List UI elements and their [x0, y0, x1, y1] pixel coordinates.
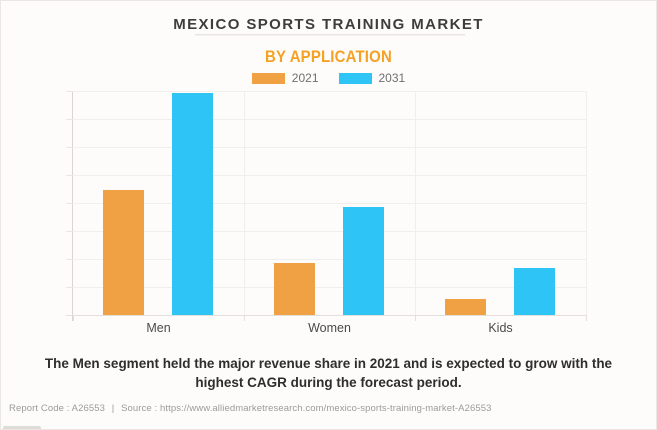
report-code: Report Code : A26553	[9, 403, 106, 414]
h-gridline	[73, 259, 586, 260]
h-gridline	[73, 203, 586, 204]
bar-women-2031[interactable]	[343, 207, 384, 315]
v-gridline	[244, 91, 245, 315]
category-label-women: Women	[308, 321, 351, 335]
v-gridline	[415, 91, 416, 315]
y-axis-line	[72, 91, 73, 321]
y-axis-tick	[66, 175, 73, 176]
legend-label-2021[interactable]: 2021	[291, 71, 319, 85]
x-axis-tick	[586, 315, 587, 321]
source-url: Source : https://www.alliedmarketresearc…	[121, 403, 492, 414]
h-gridline	[73, 175, 586, 176]
chart-subtitle: BY APPLICATION	[265, 47, 392, 66]
v-gridline	[586, 91, 587, 315]
legend: 2021 2031	[1, 71, 656, 85]
h-gridline	[73, 287, 586, 288]
legend-label-2031[interactable]: 2031	[378, 71, 406, 85]
h-gridline	[73, 231, 586, 232]
x-axis-tick	[73, 315, 74, 321]
bar-kids-2021[interactable]	[445, 299, 486, 315]
y-axis-tick	[66, 287, 73, 288]
title-divider	[195, 34, 465, 36]
y-axis-tick	[66, 91, 73, 92]
y-axis-tick	[66, 231, 73, 232]
footer: Report Code : A26553 | Source : https://…	[9, 403, 496, 414]
bar-women-2021[interactable]	[274, 263, 315, 315]
x-axis-tick	[415, 315, 416, 321]
bar-kids-2031[interactable]	[514, 267, 555, 315]
caption-text: The Men segment held the major revenue s…	[44, 356, 613, 390]
y-axis-tick	[66, 119, 73, 120]
x-axis-tick	[244, 315, 245, 321]
legend-swatch-2031[interactable]	[338, 72, 372, 84]
y-axis-tick	[66, 147, 73, 148]
x-axis-line	[66, 315, 586, 316]
category-label-kids: Kids	[488, 321, 513, 335]
bar-men-2021[interactable]	[103, 189, 144, 315]
plot-area	[73, 91, 587, 315]
h-gridline	[73, 147, 586, 148]
y-axis-tick	[66, 203, 73, 204]
y-axis-tick	[66, 259, 73, 260]
category-label-men: Men	[146, 321, 171, 335]
legend-swatch-2021[interactable]	[251, 72, 285, 84]
partial-bottom-element	[3, 426, 41, 429]
h-gridline	[73, 119, 586, 120]
chart-title: MEXICO SPORTS TRAINING MARKET	[173, 16, 484, 33]
h-gridline	[73, 91, 586, 92]
footer-separator: |	[111, 403, 115, 414]
bar-men-2031[interactable]	[172, 93, 213, 315]
